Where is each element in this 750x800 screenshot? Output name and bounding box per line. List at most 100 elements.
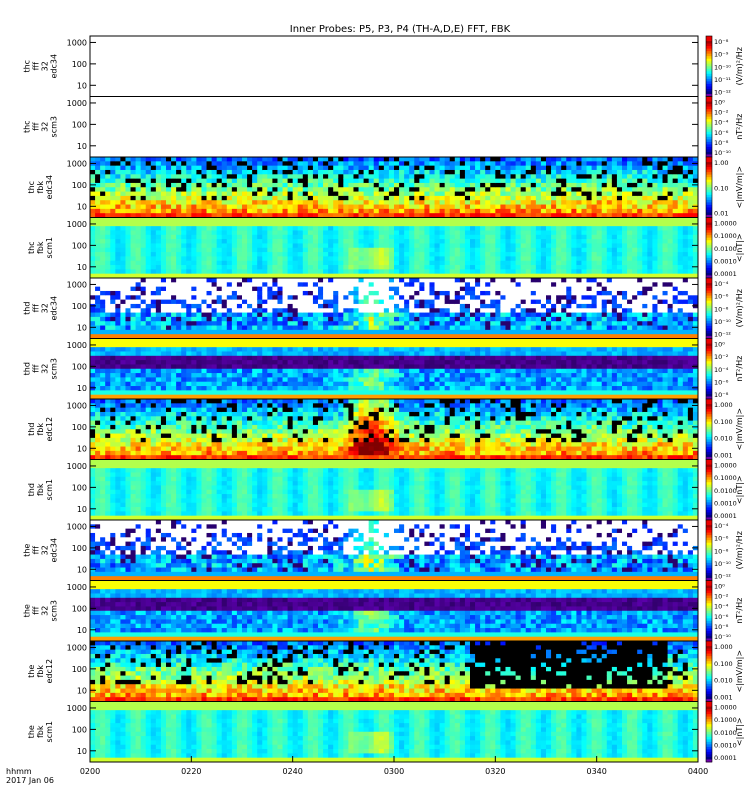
colorbar-step (706, 197, 712, 201)
heatmap-cell (176, 182, 182, 188)
heatmap-cell (186, 321, 192, 326)
heatmap-cell (312, 191, 319, 197)
heatmap-cell (267, 321, 273, 326)
heatmap-cell (100, 273, 106, 279)
heatmap-cell (252, 174, 258, 180)
heatmap-cell (616, 169, 623, 175)
heatmap-cell (302, 165, 309, 171)
colorbar-label: 1.00 (714, 159, 728, 167)
heatmap-cell (312, 295, 319, 301)
heatmap-cell (110, 269, 116, 275)
heatmap-cell (302, 286, 309, 292)
heatmap-cell (358, 204, 364, 210)
heatmap-cell (419, 187, 425, 192)
heatmap-cell (277, 243, 283, 249)
colorbar-step (706, 177, 712, 181)
heatmap-cell (525, 226, 532, 231)
heatmap-cell (546, 226, 552, 231)
heatmap-cell (535, 239, 542, 244)
heatmap-cell (353, 187, 359, 192)
heatmap-cell (353, 161, 359, 167)
heatmap-cell (368, 252, 375, 257)
heatmap-cell (333, 161, 339, 167)
heatmap-cell (201, 247, 207, 253)
heatmap-cell (535, 243, 542, 249)
heatmap-cell (282, 273, 288, 279)
heatmap-cell (540, 208, 547, 214)
heatmap-cell (191, 299, 197, 305)
heatmap-cell (186, 208, 192, 214)
heatmap-cell (343, 308, 349, 313)
heatmap-cell (434, 234, 440, 240)
heatmap-cell (206, 278, 212, 283)
heatmap-cell (272, 165, 278, 171)
colorbar-step (706, 235, 712, 239)
heatmap-cell (262, 247, 268, 253)
heatmap-cell (682, 208, 689, 214)
heatmap-cell (282, 187, 288, 192)
heatmap-cell (449, 273, 456, 279)
heatmap-cell (272, 208, 278, 214)
heatmap-cell (206, 221, 212, 227)
panel-label-line: edc34 (45, 175, 54, 200)
heatmap-cell (363, 325, 370, 331)
heatmap-cell (166, 265, 172, 270)
heatmap-cell (434, 308, 440, 313)
heatmap-cell (383, 191, 390, 197)
heatmap-cell (429, 321, 435, 326)
heatmap-cell (110, 174, 116, 180)
heatmap-cell (495, 256, 501, 262)
heatmap-cell (414, 290, 420, 296)
heatmap-cell (110, 290, 116, 296)
colorbar-step (706, 136, 712, 140)
heatmap-cell (140, 282, 147, 288)
heatmap-cell (586, 165, 592, 171)
heatmap-cell (95, 182, 101, 188)
heatmap-cell (429, 312, 435, 318)
heatmap-cell (160, 204, 167, 210)
heatmap-cell (606, 178, 613, 184)
colorbar-step (706, 214, 712, 218)
heatmap-cell (556, 169, 562, 175)
heatmap-cell (145, 221, 152, 227)
heatmap-cell (140, 234, 147, 240)
heatmap-cell (622, 269, 628, 275)
heatmap-cell (388, 316, 395, 322)
heatmap-cell (186, 226, 192, 231)
heatmap-cell (166, 165, 172, 171)
heatmap-cell (404, 243, 410, 249)
heatmap-cell (540, 200, 547, 205)
heatmap-cell (667, 169, 674, 175)
heatmap-cell (429, 286, 435, 292)
heatmap-cell (388, 157, 395, 162)
heatmap-cell (535, 260, 542, 266)
heatmap-cell (307, 260, 314, 266)
heatmap-cell (348, 282, 354, 288)
heatmap-cell (90, 174, 96, 180)
heatmap-cell (480, 230, 486, 236)
heatmap-cell (272, 295, 278, 301)
heatmap-cell (171, 191, 177, 197)
heatmap-cell (247, 273, 253, 279)
heatmap-cell (343, 182, 349, 188)
colorbar-step (706, 134, 712, 138)
heatmap-cell (267, 174, 273, 180)
heatmap-cell (652, 169, 658, 175)
heatmap-cell (672, 204, 679, 210)
heatmap-cell (480, 299, 486, 305)
heatmap-cell (236, 204, 243, 210)
heatmap-cell (480, 161, 486, 167)
heatmap-cell (449, 191, 456, 197)
heatmap-cell (627, 260, 633, 266)
heatmap-cell (475, 256, 481, 262)
heatmap-cell (373, 299, 380, 305)
heatmap-cell (252, 191, 258, 197)
colorbar-step (706, 93, 712, 97)
heatmap-cell (160, 213, 167, 218)
heatmap-cell (561, 321, 567, 326)
heatmap-cell (449, 295, 456, 301)
heatmap-cell (171, 234, 177, 240)
heatmap-cell (596, 234, 603, 240)
heatmap-cell (647, 200, 653, 205)
heatmap-cell (110, 169, 116, 175)
